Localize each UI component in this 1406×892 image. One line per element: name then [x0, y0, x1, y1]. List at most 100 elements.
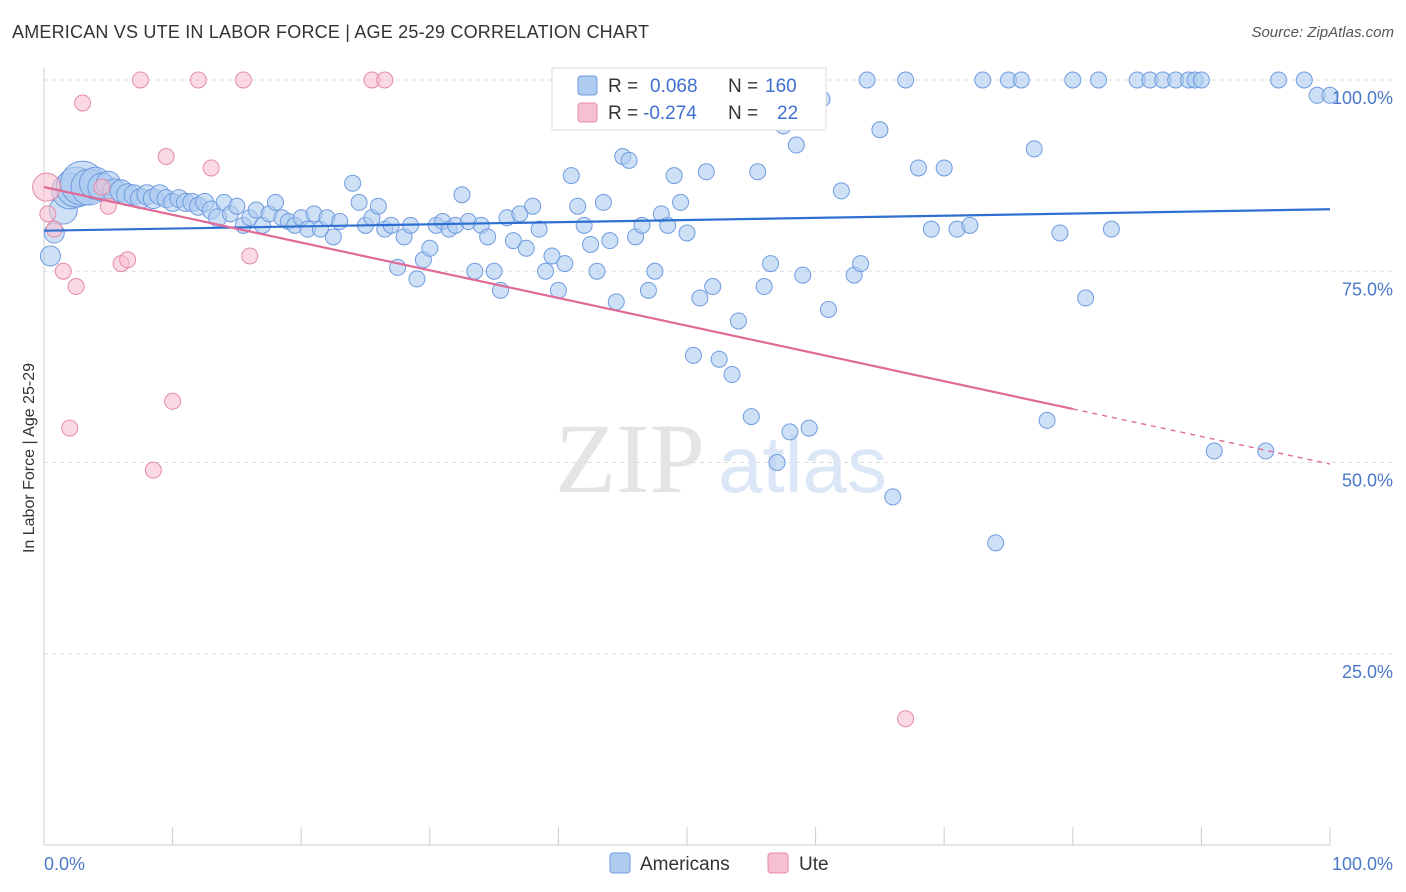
legend-n-label-americans: N =	[728, 76, 758, 97]
americans-point-138	[1051, 224, 1069, 242]
americans-point-84	[588, 262, 606, 280]
y-tick-label-75: 75.0%	[1342, 279, 1393, 299]
ute-point-4	[67, 278, 85, 296]
legend-n-label-ute: N =	[728, 103, 758, 124]
trend-line-americans	[43, 208, 1331, 232]
americans-point-124	[871, 121, 889, 139]
americans-point-126	[897, 71, 915, 89]
y-axis-title: In Labor Force | Age 25-29	[21, 363, 38, 553]
americans-point-149	[1192, 71, 1210, 89]
americans-point-139	[1064, 71, 1082, 89]
americans-point-133	[987, 534, 1005, 552]
y-tick-label-50: 50.0%	[1342, 471, 1393, 491]
americans-point-81	[569, 197, 587, 215]
americans-point-152	[1270, 71, 1288, 89]
legend-n-value-americans: 160	[765, 76, 797, 97]
americans-point-107	[742, 408, 760, 426]
americans-point-89	[620, 151, 638, 169]
americans-point-141	[1090, 71, 1108, 89]
trend-lines	[43, 186, 1331, 465]
americans-point-109	[755, 278, 773, 296]
trend-line-ute-extension	[1072, 408, 1331, 465]
americans-point-47	[350, 193, 368, 211]
series-legend-label-americans: Americans	[640, 854, 730, 875]
americans-point-136	[1025, 140, 1043, 158]
americans-point-120	[832, 182, 850, 200]
americans-point-125	[884, 488, 902, 506]
chart-title: AMERICAN VS UTE IN LABOR FORCE | AGE 25-…	[12, 22, 650, 42]
americans-point-63	[453, 186, 471, 204]
americans-point-67	[479, 228, 497, 246]
americans-point-76	[537, 262, 555, 280]
ute-point-14	[189, 71, 207, 89]
americans-point-131	[961, 216, 979, 234]
americans-point-46	[344, 174, 362, 192]
series-legend-swatch-americans	[609, 852, 631, 874]
americans-point-150	[1205, 442, 1223, 460]
americans-point-129	[935, 159, 953, 177]
americans-point-105	[723, 366, 741, 384]
americans-point-50	[369, 197, 387, 215]
americans-point-135	[1012, 71, 1030, 89]
americans-point-122	[852, 255, 870, 273]
americans-point-83	[582, 235, 600, 253]
ute-point-6	[93, 178, 111, 196]
americans-point-44	[324, 228, 342, 246]
americans-point-82	[575, 216, 593, 234]
americans-point-111	[768, 454, 786, 471]
x-tick-label-max: 100.0%	[1332, 854, 1393, 874]
ute-point-15	[202, 159, 220, 177]
ute-point-20	[897, 710, 915, 728]
americans-point-99	[684, 346, 702, 364]
americans-point-101	[697, 163, 715, 181]
ute-point-10	[131, 71, 149, 89]
americans-point-86	[601, 232, 619, 250]
americans-point-96	[665, 167, 683, 185]
stats-legend: R = 0.068 N = 160 R = -0.274 N = 22	[551, 67, 827, 131]
ute-point-16	[234, 71, 252, 89]
americans-point-0	[39, 245, 61, 267]
stats-legend-box	[551, 67, 827, 131]
ute-point-3	[61, 419, 79, 437]
legend-r-label-americans: R =	[608, 76, 638, 97]
americans-point-45	[331, 213, 349, 231]
ute-point-12	[157, 148, 175, 165]
americans-point-115	[794, 266, 812, 284]
americans-point-29	[228, 197, 246, 215]
americans-point-102	[704, 278, 722, 296]
y-tick-labels: 25.0% 50.0% 75.0% 100.0%	[1332, 88, 1393, 682]
legend-swatch-ute	[577, 102, 598, 123]
americans-point-137	[1038, 411, 1056, 429]
ute-point-21	[39, 205, 57, 223]
americans-point-97	[672, 193, 690, 211]
americans-point-132	[974, 71, 992, 89]
series-legend-swatch-ute	[767, 852, 789, 874]
americans-point-140	[1077, 289, 1095, 307]
americans-point-128	[922, 220, 940, 238]
legend-n-value-ute: 22	[777, 103, 798, 124]
americans-point-58	[421, 239, 439, 257]
americans-point-110	[762, 255, 780, 273]
americans-point-100	[691, 289, 709, 307]
americans-point-155	[1321, 86, 1339, 104]
americans-point-68	[485, 262, 503, 280]
legend-r-value-americans: 0.068	[650, 76, 698, 97]
americans-point-75	[530, 220, 548, 238]
americans-point-119	[819, 301, 837, 318]
ute-point-5	[74, 94, 92, 112]
americans-point-73	[517, 239, 535, 257]
americans-point-108	[749, 163, 767, 181]
series-legend-label-ute: Ute	[799, 854, 829, 875]
americans-point-142	[1102, 220, 1120, 238]
ute-point-11	[144, 461, 162, 479]
americans-point-116	[800, 419, 818, 437]
americans-point-80	[562, 167, 580, 185]
americans-point-74	[524, 197, 542, 215]
ute-point-13	[164, 392, 182, 410]
legend-r-value-ute: -0.274	[643, 103, 697, 124]
x-tick-label-min: 0.0%	[44, 854, 85, 874]
americans-point-79	[556, 255, 574, 273]
americans-point-127	[909, 159, 927, 177]
americans-point-85	[594, 193, 612, 211]
